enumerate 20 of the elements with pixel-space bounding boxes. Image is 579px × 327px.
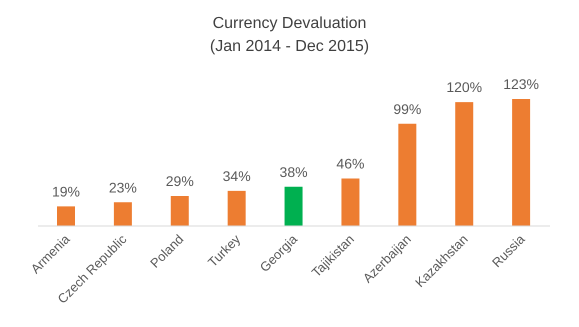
bar — [170, 196, 189, 226]
bar — [455, 102, 474, 226]
data-label: 46% — [336, 156, 364, 172]
data-label: 29% — [166, 173, 194, 190]
data-label: 120% — [446, 79, 482, 96]
data-label: 123% — [503, 76, 540, 92]
bar — [284, 186, 303, 226]
data-label: 38% — [280, 164, 308, 180]
chart-title: Currency Devaluation — [212, 14, 368, 34]
bar — [57, 206, 75, 226]
bar — [341, 178, 360, 226]
bar — [398, 124, 416, 226]
data-label: 99% — [393, 100, 422, 117]
bar — [512, 99, 530, 226]
bar — [114, 202, 132, 226]
chart-subtitle: (Jan 2014 - Dec 2015) — [208, 37, 370, 57]
data-label: 23% — [108, 179, 137, 196]
bar — [228, 190, 246, 226]
data-label: 19% — [52, 183, 80, 200]
data-label: 34% — [222, 168, 251, 184]
